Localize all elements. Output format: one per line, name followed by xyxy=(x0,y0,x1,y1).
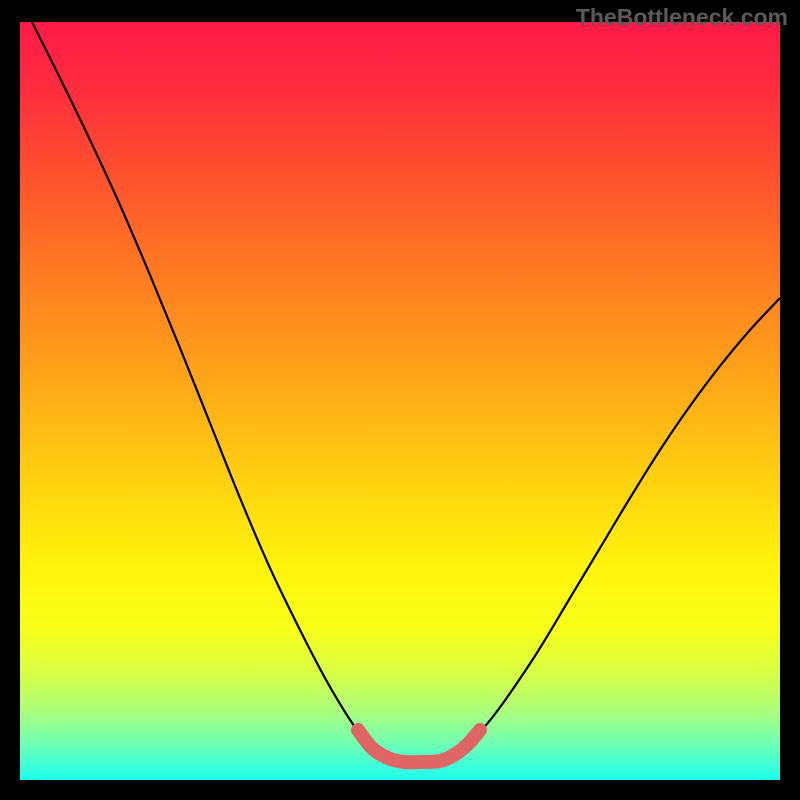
chart-canvas: TheBottleneck.com xyxy=(0,0,800,800)
watermark-text: TheBottleneck.com xyxy=(576,4,788,31)
plot-background-gradient xyxy=(20,22,780,780)
